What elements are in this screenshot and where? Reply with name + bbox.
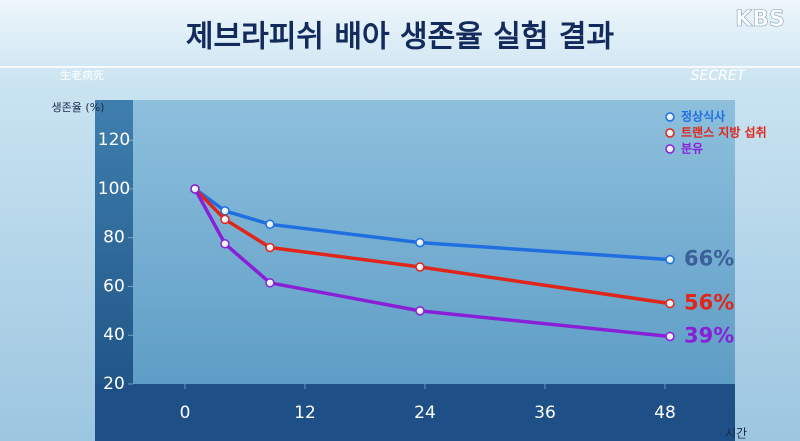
y-tick-label: 80 bbox=[103, 228, 125, 248]
x-tick-label: 12 bbox=[294, 403, 316, 423]
end-label: 39% bbox=[684, 323, 734, 347]
data-point bbox=[665, 298, 675, 309]
x-tick-label: 36 bbox=[534, 403, 556, 423]
end-label: 66% bbox=[684, 247, 734, 271]
y-axis-label: 생존율 (%) bbox=[52, 101, 105, 114]
data-point bbox=[665, 331, 675, 342]
y-axis-band bbox=[95, 100, 133, 384]
data-point bbox=[220, 239, 230, 249]
data-point bbox=[665, 254, 675, 265]
end-label: 56% bbox=[684, 291, 734, 315]
y-tick-label: 120 bbox=[98, 130, 130, 150]
data-point bbox=[220, 206, 230, 216]
x-tick-label: 0 bbox=[180, 403, 191, 423]
divider bbox=[0, 66, 800, 68]
x-axis-label: 시간 bbox=[725, 427, 747, 441]
broadcaster-logo: KBS bbox=[735, 7, 785, 32]
legend-label: 분유 bbox=[681, 142, 703, 156]
data-point bbox=[265, 242, 275, 253]
data-point bbox=[415, 262, 425, 272]
data-point bbox=[265, 278, 275, 288]
legend-marker bbox=[665, 128, 675, 138]
y-tick-label: 40 bbox=[103, 325, 125, 345]
x-axis-band bbox=[95, 384, 735, 441]
legend-label: 정상식사 bbox=[681, 109, 725, 124]
y-tick-label: 60 bbox=[103, 276, 125, 296]
data-point bbox=[265, 219, 275, 230]
data-point bbox=[220, 214, 230, 225]
chart-title: 제브라피쉬 배아 생존율 실험 결과 bbox=[186, 20, 615, 55]
legend-label: 트랜스 지방 섭취 bbox=[681, 125, 767, 140]
y-tick-label: 100 bbox=[98, 179, 130, 199]
x-tick-label: 48 bbox=[654, 403, 676, 423]
legend-marker bbox=[665, 144, 675, 154]
data-point bbox=[415, 237, 425, 248]
x-tick-label: 24 bbox=[414, 403, 436, 423]
data-point bbox=[415, 306, 425, 316]
legend-marker bbox=[665, 112, 675, 122]
y-tick-label: 20 bbox=[103, 374, 125, 394]
data-point bbox=[190, 184, 200, 194]
corner-label: 生老病死 bbox=[60, 68, 104, 82]
program-logo: SECRET bbox=[691, 68, 747, 84]
